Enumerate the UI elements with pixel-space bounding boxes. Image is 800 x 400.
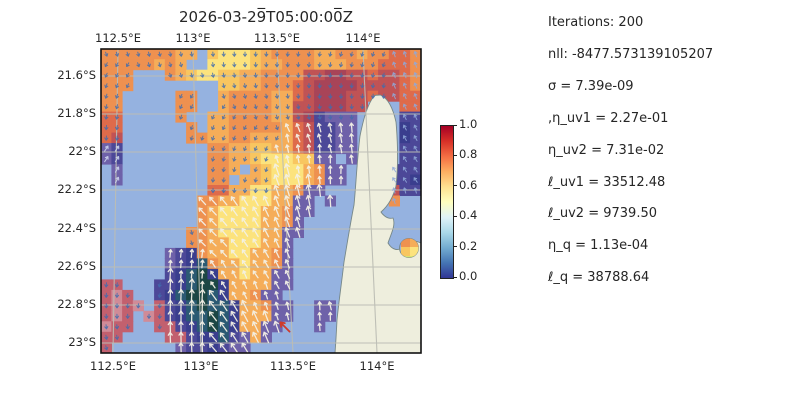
x-tick-label-bottom: 113.5°E <box>270 359 316 373</box>
y-tick-label: 22°S <box>68 144 96 158</box>
colorbar-tick-label: 0.6 <box>459 177 478 192</box>
land-polygon <box>334 94 422 354</box>
colorbar-tick <box>453 124 457 126</box>
x-tick-label-bottom: 114°E <box>359 359 395 373</box>
colorbar-tick-label: 0.8 <box>459 147 478 162</box>
gridlines <box>101 48 421 354</box>
y-tick-label: 21.8°S <box>57 106 96 120</box>
colorbar-tick <box>453 154 457 156</box>
stat-line: η_q = 1.13e-04 <box>548 238 649 253</box>
x-tick-label-bottom: 113°E <box>183 359 219 373</box>
plot-border <box>100 48 422 354</box>
x-tick-label-top: 114°E <box>345 31 381 45</box>
stat-line: σ = 7.39e-09 <box>548 79 634 94</box>
colorbar-tick <box>453 215 457 217</box>
y-tick-label: 21.6°S <box>57 68 96 82</box>
stat-line: ℓ_uv1 = 33512.48 <box>548 175 666 190</box>
colorbar-tick-label: 1.0 <box>459 117 478 131</box>
y-tick-label: 22.4°S <box>57 221 96 235</box>
x-tick-label-top: 113.5°E <box>254 31 300 45</box>
colorbar-tick <box>453 246 457 248</box>
colorbar-tick-label: 0.0 <box>459 269 478 283</box>
x-tick-label-top: 112.5°E <box>95 31 141 45</box>
stat-line: nll: -8477.573139105207 <box>548 47 714 62</box>
colorbar-tick-label: 0.4 <box>459 208 478 223</box>
stat-line: ℓ_uv2 = 9739.50 <box>548 206 657 221</box>
y-tick-label: 23°S <box>68 335 96 349</box>
plot-title: 2026-03-29̅T05:00:00̅Z <box>179 8 353 26</box>
y-tick-label: 22.8°S <box>57 297 96 311</box>
x-tick-label-bottom: 112.5°E <box>90 359 136 373</box>
colorbar-tick <box>453 185 457 187</box>
stat-line: ℓ_q = 38788.64 <box>548 270 650 285</box>
y-tick-label: 22.6°S <box>57 259 96 273</box>
stat-line: ,η_uv1 = 2.27e-01 <box>548 111 669 126</box>
bay-cells <box>401 238 419 258</box>
stat-line: η_uv2 = 7.31e-02 <box>548 143 665 158</box>
quiver-arrows <box>104 51 418 354</box>
x-tick-label-top: 113°E <box>175 31 211 45</box>
colorbar-tick-label: 0.2 <box>459 238 478 253</box>
colorbar <box>440 125 454 279</box>
colorbar-tick <box>453 276 457 278</box>
y-tick-label: 22.2°S <box>57 182 96 196</box>
stat-line: Iterations: 200 <box>548 15 644 30</box>
